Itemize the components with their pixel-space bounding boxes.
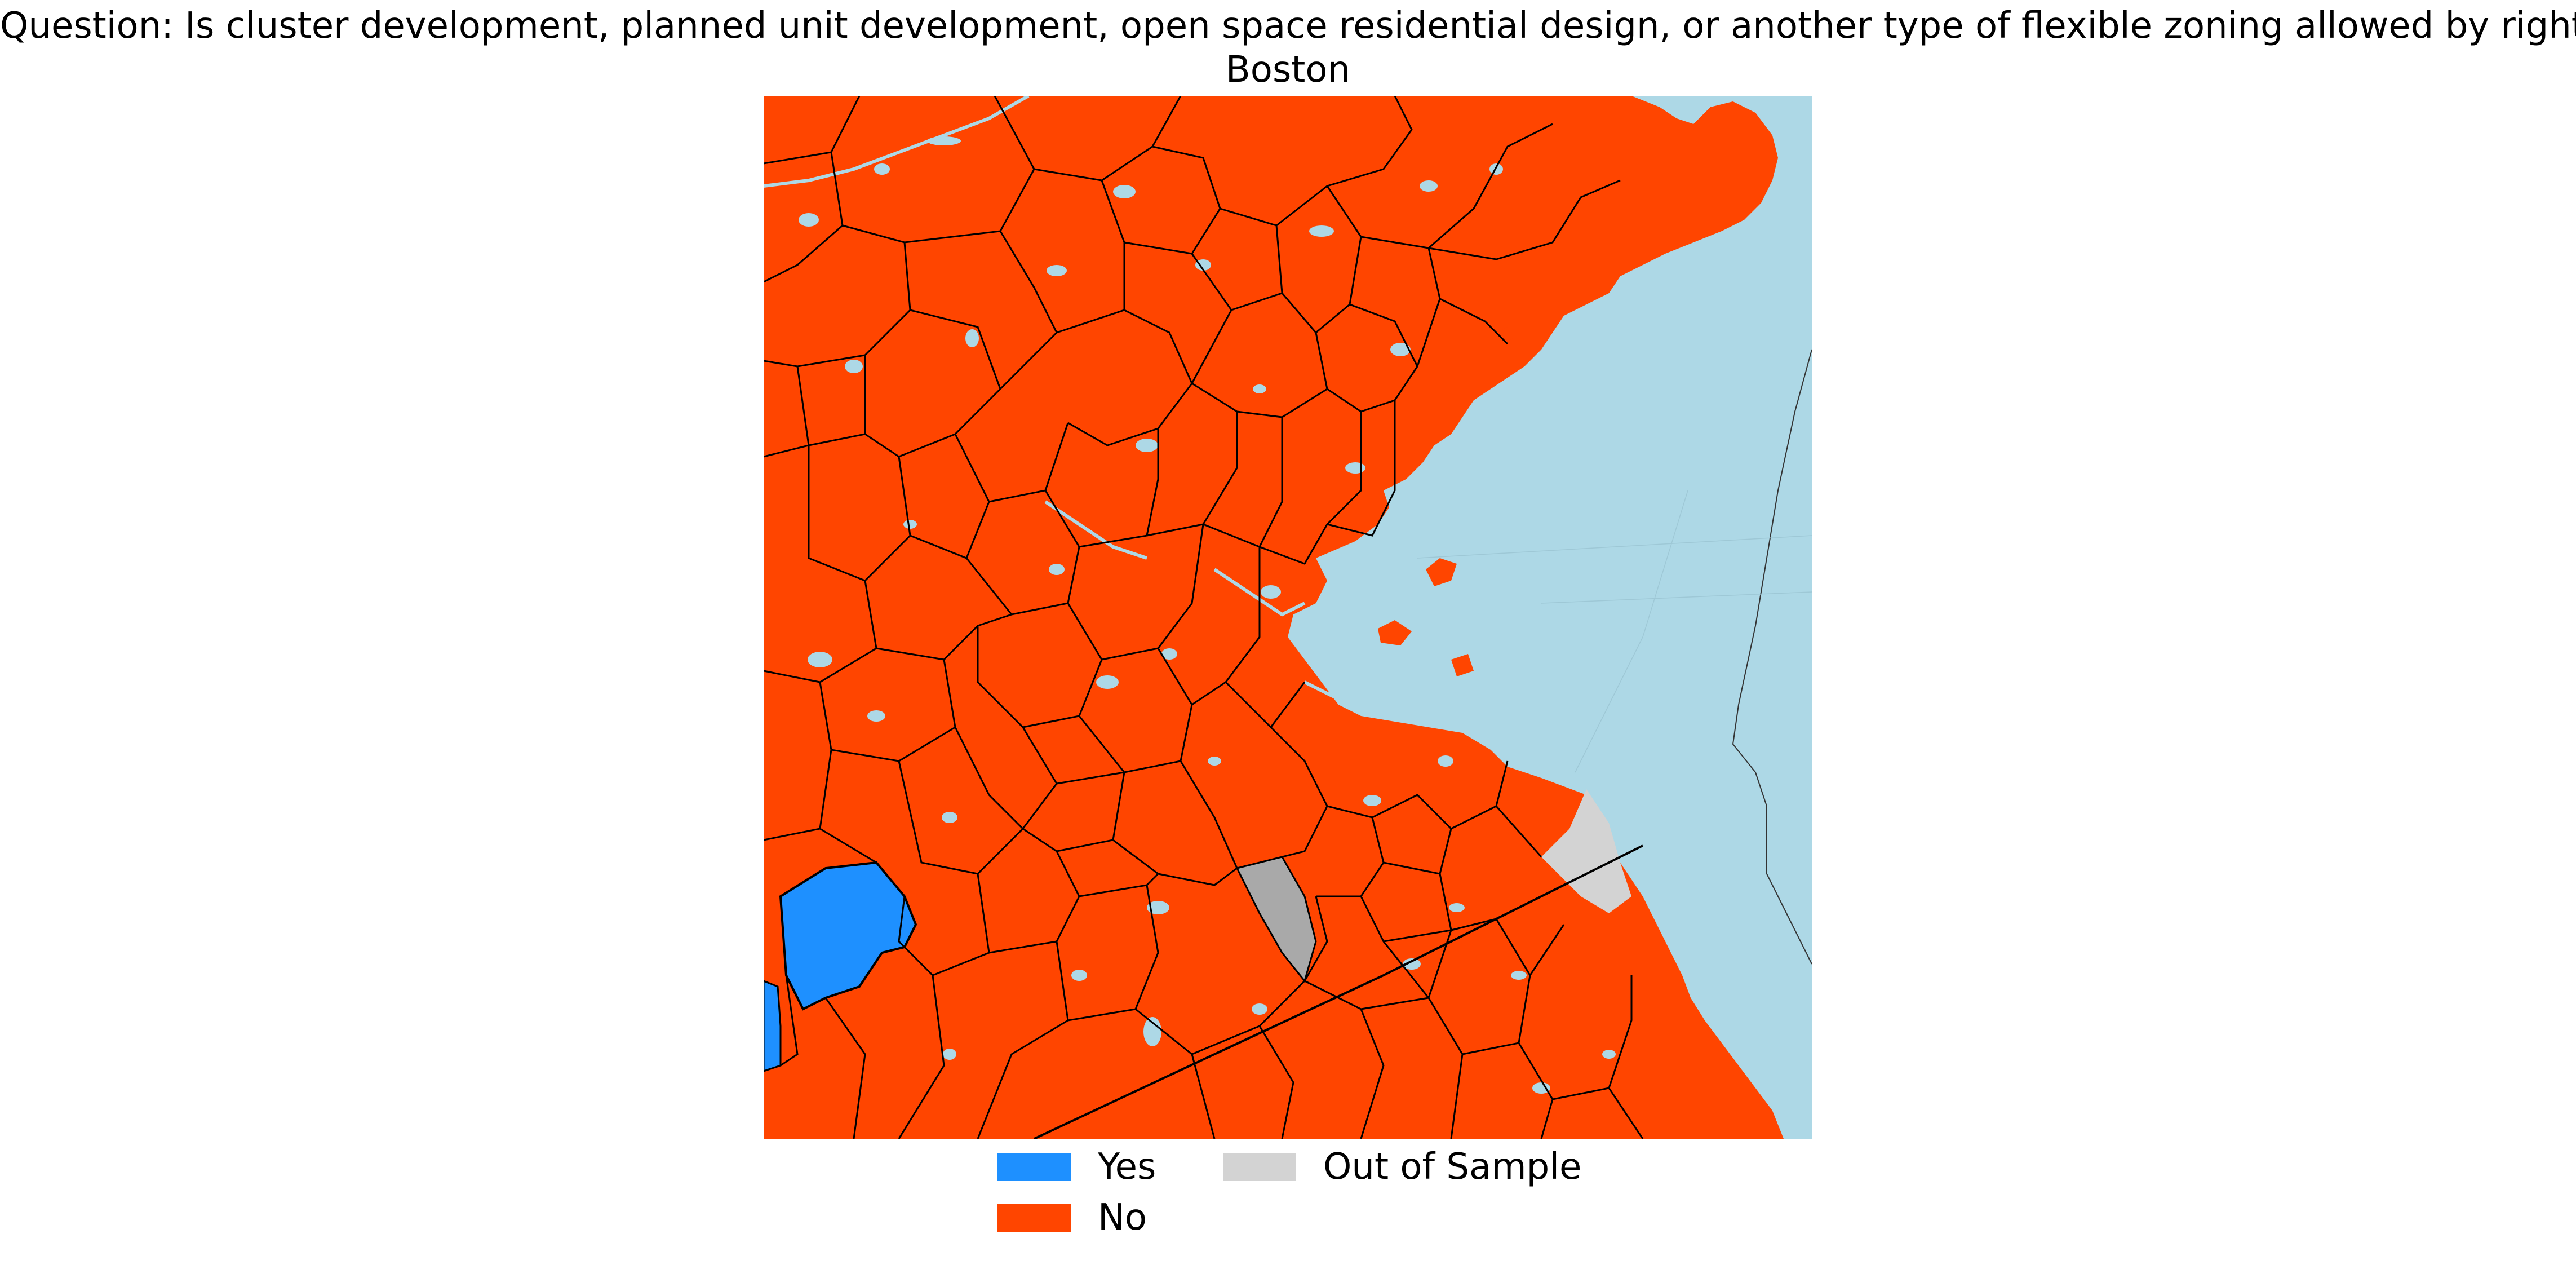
region-out-of-sample-south-shore bbox=[1541, 789, 1631, 913]
region-out-of-sample-inland bbox=[1235, 856, 1317, 983]
map-subtitle: Boston bbox=[1225, 49, 1351, 91]
municipality-map bbox=[764, 96, 1812, 1139]
legend-label-out-of-sample: Out of Sample bbox=[1323, 1146, 1582, 1188]
legend-item-yes: Yes bbox=[997, 1144, 1156, 1190]
legend-item-out-of-sample: Out of Sample bbox=[1223, 1144, 1581, 1190]
water-lines bbox=[1417, 490, 1812, 773]
harbor-island bbox=[1496, 327, 1513, 344]
legend: Yes No Out of Sample bbox=[997, 1144, 1617, 1257]
town-boundaries bbox=[764, 96, 1644, 1139]
harbor-island bbox=[1451, 654, 1474, 676]
legend-swatch-out-of-sample bbox=[1223, 1153, 1296, 1181]
rivers bbox=[764, 96, 1351, 706]
legend-label-no: No bbox=[1098, 1197, 1147, 1239]
legend-swatch-yes bbox=[997, 1153, 1071, 1181]
county-boundary bbox=[1034, 844, 1643, 1139]
harbor-island bbox=[1426, 558, 1457, 586]
inland-water bbox=[799, 136, 1616, 1094]
region-yes-edge bbox=[764, 980, 782, 1072]
legend-swatch-no bbox=[997, 1204, 1071, 1232]
legend-label-yes: Yes bbox=[1098, 1146, 1156, 1188]
ocean bbox=[1288, 96, 1812, 1139]
harbor-island bbox=[1378, 620, 1412, 645]
offshore-boundary bbox=[1732, 349, 1812, 965]
region-yes-west bbox=[779, 861, 917, 1011]
map-title: Question: Is cluster development, planne… bbox=[0, 5, 2576, 47]
legend-item-no: No bbox=[997, 1195, 1147, 1240]
